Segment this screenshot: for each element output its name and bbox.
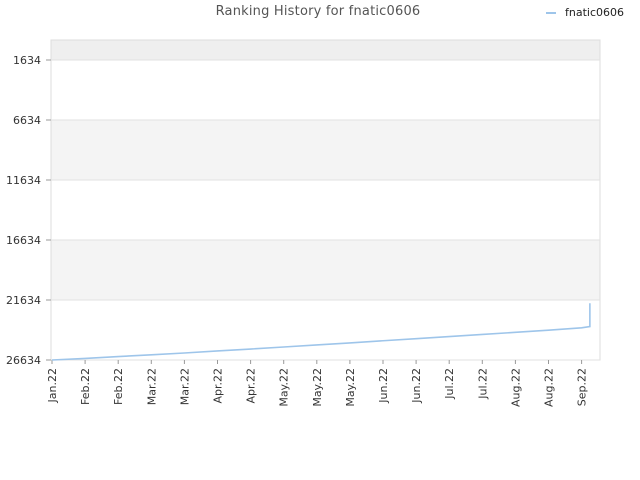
- x-tick-label: Jun.22: [410, 368, 423, 404]
- x-tick-label: May.22: [344, 368, 357, 407]
- y-tick-label: 11634: [6, 174, 41, 187]
- chart-title: Ranking History for fnatic0606: [215, 4, 421, 19]
- x-tick-label: Jan.22: [46, 368, 59, 403]
- plot-bands: [50, 39, 601, 361]
- plot-background: [51, 40, 600, 360]
- plot-band: [51, 240, 600, 300]
- x-tick-label: Jun.22: [377, 368, 390, 404]
- grid-lines: [46, 59, 600, 364]
- x-tick-label: Sep.22: [576, 368, 589, 406]
- x-tick-label: Feb.22: [112, 368, 125, 405]
- y-tick-label: 6634: [13, 114, 41, 127]
- plot-band: [51, 120, 600, 180]
- x-tick-label: May.22: [278, 368, 291, 407]
- legend[interactable]: fnatic0606: [546, 6, 624, 19]
- y-tick-label: 16634: [6, 234, 41, 247]
- x-tick-label: Apr.22: [212, 368, 225, 404]
- x-tick-label: Jul.22: [476, 368, 489, 400]
- x-axis-ticks: Jan.22 Feb.22 Feb.22 Mar.22 Mar.22 Apr.22 Apr.…: [46, 368, 589, 407]
- x-tick-label: Aug.22: [509, 368, 522, 407]
- legend-swatch: [546, 11, 556, 14]
- y-tick-label: 26634: [6, 354, 41, 367]
- y-tick-label: 1634: [13, 54, 41, 67]
- x-tick-label: Feb.22: [79, 368, 92, 405]
- x-tick-label: May.22: [311, 368, 324, 407]
- y-axis-ticks: 1634 6634 11634 16634 21634 26634: [6, 54, 41, 367]
- y-tick-label: 21634: [6, 294, 41, 307]
- x-tick-label: Apr.22: [245, 368, 258, 404]
- x-tick-label: Jul.22: [443, 368, 456, 400]
- x-tick-label: Mar.22: [178, 368, 191, 405]
- series-group: [51, 303, 591, 361]
- legend-label: fnatic0606: [565, 6, 624, 19]
- plot-band: [51, 40, 600, 60]
- series-line[interactable]: [51, 303, 591, 361]
- x-tick-label: Aug.22: [543, 368, 556, 407]
- x-tick-label: Mar.22: [145, 368, 158, 405]
